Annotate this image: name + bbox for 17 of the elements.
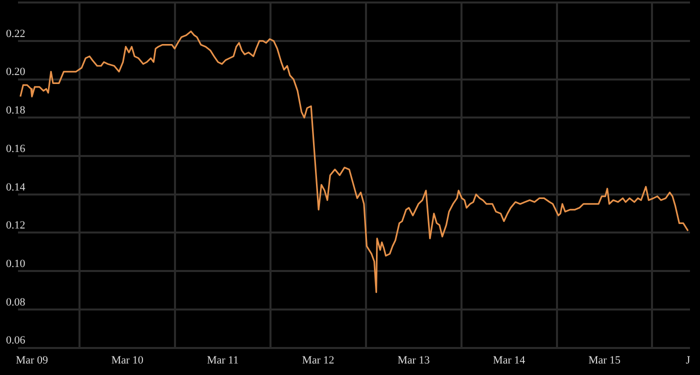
y-tick-label: 0.10 — [6, 258, 26, 270]
x-tick-label: Mar 12 — [302, 354, 334, 366]
x-tick-label: Mar 14 — [493, 354, 526, 366]
x-tick-label: Mar 09 — [16, 354, 48, 366]
x-tick-label: Mar 11 — [206, 354, 239, 366]
x-tick-label: J — [686, 354, 691, 366]
y-tick-label: 0.06 — [6, 334, 26, 347]
x-tick-label: Mar 10 — [111, 354, 144, 366]
y-tick-label: 0.18 — [6, 104, 26, 117]
y-tick-label: 0.14 — [6, 181, 26, 194]
y-tick-label: 0.20 — [6, 66, 26, 78]
y-tick-label: 0.08 — [6, 296, 26, 308]
y-tick-label: 0.16 — [6, 142, 26, 155]
y-tick-label: 0.12 — [6, 220, 26, 232]
x-tick-label: Mar 13 — [398, 354, 430, 366]
y-tick-label: 0.22 — [6, 28, 26, 40]
x-tick-label: Mar 15 — [588, 354, 622, 366]
